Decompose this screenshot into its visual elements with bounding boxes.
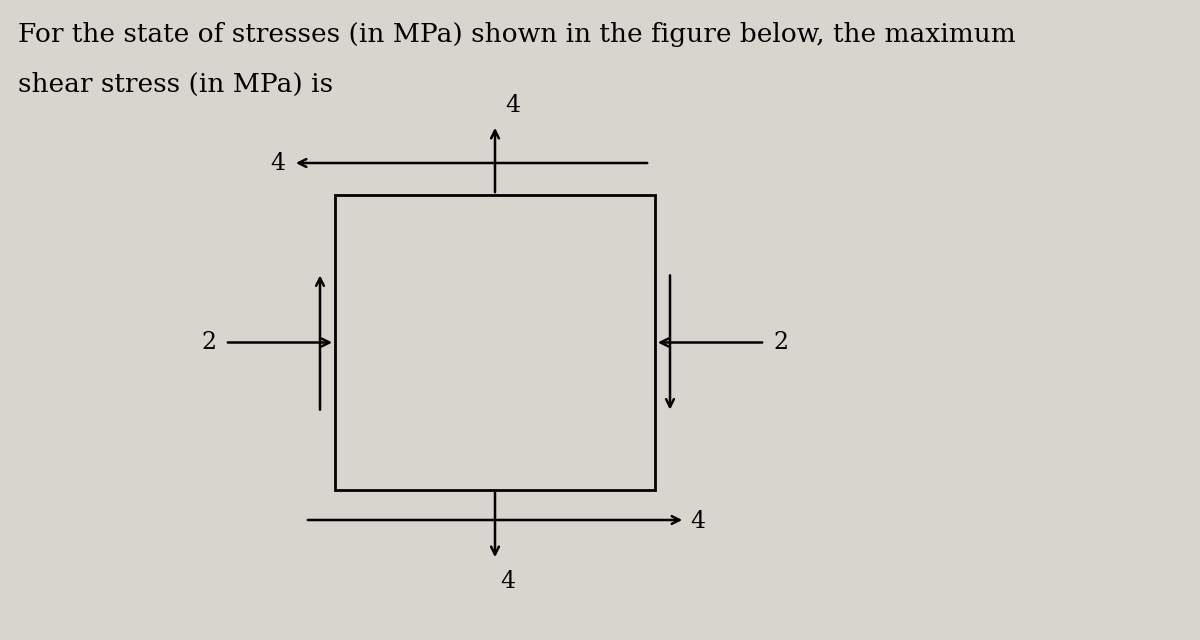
- Text: 4: 4: [500, 570, 515, 593]
- Text: For the state of stresses (in MPa) shown in the figure below, the maximum: For the state of stresses (in MPa) shown…: [18, 22, 1015, 47]
- Bar: [335, 195, 655, 490]
- Text: 4: 4: [690, 511, 706, 534]
- Text: 4: 4: [270, 152, 286, 175]
- Text: 2: 2: [202, 331, 217, 354]
- Text: 4: 4: [505, 94, 520, 117]
- Text: 2: 2: [773, 331, 788, 354]
- Text: shear stress (in MPa) is: shear stress (in MPa) is: [18, 72, 334, 97]
